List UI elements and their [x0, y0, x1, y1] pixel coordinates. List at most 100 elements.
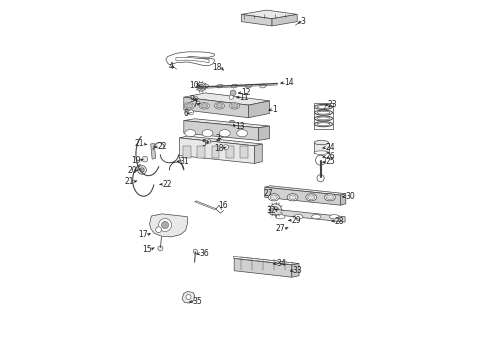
Text: 28: 28 [334, 216, 344, 225]
Text: 20: 20 [127, 166, 137, 175]
Ellipse shape [324, 194, 335, 201]
Polygon shape [184, 93, 270, 105]
Ellipse shape [308, 195, 315, 199]
Circle shape [193, 249, 197, 253]
Text: 18: 18 [212, 63, 221, 72]
Ellipse shape [229, 103, 240, 109]
Polygon shape [242, 14, 272, 26]
Polygon shape [184, 121, 259, 140]
Polygon shape [234, 258, 292, 277]
Ellipse shape [186, 104, 193, 108]
Text: 22: 22 [162, 180, 171, 189]
Circle shape [142, 156, 148, 162]
Circle shape [138, 166, 147, 174]
Polygon shape [341, 194, 346, 205]
Ellipse shape [260, 84, 266, 88]
Text: 4: 4 [168, 62, 173, 71]
Ellipse shape [326, 195, 334, 199]
FancyBboxPatch shape [226, 146, 234, 158]
Polygon shape [234, 257, 299, 265]
Circle shape [194, 96, 198, 101]
FancyBboxPatch shape [212, 146, 220, 158]
Ellipse shape [231, 104, 238, 108]
Text: 2: 2 [215, 134, 220, 143]
Ellipse shape [275, 215, 285, 219]
Ellipse shape [270, 195, 277, 199]
Circle shape [159, 219, 171, 231]
Text: 34: 34 [276, 259, 286, 268]
Text: 6: 6 [184, 109, 189, 118]
Ellipse shape [245, 84, 252, 88]
Text: 7: 7 [193, 100, 197, 109]
FancyBboxPatch shape [197, 146, 205, 158]
Text: 5: 5 [201, 139, 206, 148]
Text: 14: 14 [284, 78, 294, 87]
Text: 1: 1 [272, 105, 277, 114]
Ellipse shape [237, 130, 247, 137]
Text: 33: 33 [293, 266, 303, 275]
Polygon shape [292, 264, 299, 277]
Circle shape [229, 95, 233, 99]
Text: 18: 18 [214, 144, 223, 153]
Circle shape [189, 110, 194, 115]
Text: 22: 22 [157, 143, 167, 152]
Text: 19: 19 [131, 156, 141, 165]
Ellipse shape [231, 84, 238, 88]
Circle shape [317, 175, 324, 182]
Ellipse shape [314, 151, 328, 154]
Polygon shape [149, 214, 187, 237]
Circle shape [198, 84, 204, 89]
Ellipse shape [294, 215, 303, 219]
Polygon shape [270, 209, 345, 222]
Circle shape [156, 227, 162, 233]
Text: 3: 3 [301, 17, 306, 26]
Ellipse shape [184, 103, 194, 109]
Text: 17: 17 [138, 230, 148, 239]
Text: 36: 36 [199, 249, 209, 258]
Text: 16: 16 [218, 202, 228, 210]
Text: 23: 23 [327, 100, 337, 109]
Ellipse shape [317, 117, 330, 120]
Polygon shape [182, 292, 195, 303]
Text: 29: 29 [291, 216, 301, 225]
Ellipse shape [330, 215, 339, 219]
FancyBboxPatch shape [314, 103, 333, 129]
Polygon shape [151, 143, 156, 159]
Text: 9: 9 [189, 94, 194, 104]
Ellipse shape [314, 140, 328, 145]
Circle shape [186, 294, 191, 300]
FancyBboxPatch shape [314, 143, 328, 153]
Text: 35: 35 [192, 297, 202, 306]
Text: 32: 32 [266, 206, 275, 215]
Ellipse shape [315, 110, 333, 115]
Ellipse shape [315, 104, 333, 109]
Ellipse shape [220, 130, 230, 137]
Text: 27: 27 [264, 189, 273, 198]
Ellipse shape [306, 194, 317, 201]
Polygon shape [166, 52, 215, 66]
Circle shape [196, 101, 200, 105]
Circle shape [140, 168, 144, 172]
Text: 21: 21 [135, 139, 144, 148]
Polygon shape [195, 201, 216, 210]
Ellipse shape [312, 215, 321, 219]
Ellipse shape [315, 122, 333, 127]
Ellipse shape [216, 104, 223, 108]
Polygon shape [184, 97, 248, 118]
Circle shape [197, 82, 205, 91]
Circle shape [207, 140, 211, 143]
Polygon shape [179, 136, 262, 146]
Ellipse shape [317, 105, 330, 108]
Circle shape [158, 246, 163, 251]
Ellipse shape [287, 194, 298, 201]
Polygon shape [176, 57, 209, 63]
Text: 26: 26 [325, 152, 335, 161]
Text: 11: 11 [240, 93, 249, 102]
Text: 27: 27 [276, 224, 285, 233]
Ellipse shape [217, 84, 223, 88]
Text: 10: 10 [189, 81, 199, 90]
Ellipse shape [317, 111, 330, 114]
Polygon shape [179, 138, 254, 163]
Circle shape [162, 221, 169, 229]
Ellipse shape [199, 103, 209, 109]
